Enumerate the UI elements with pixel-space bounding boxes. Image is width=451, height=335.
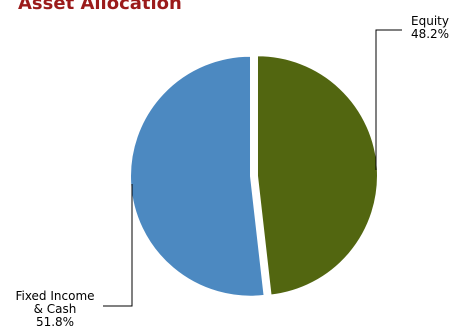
slice-name: Fixed Income xyxy=(15,289,94,303)
pie-slice xyxy=(130,55,265,297)
leader-line xyxy=(375,29,402,170)
pie-slice xyxy=(256,55,378,296)
slice-name: Equity xyxy=(411,14,449,28)
pie-slices xyxy=(130,55,378,297)
leader-lines xyxy=(103,29,402,307)
slice-name: & Cash xyxy=(34,302,77,316)
chart-title: Asset Allocation xyxy=(18,0,182,14)
slice-value: 48.2% xyxy=(411,27,449,41)
leader-line xyxy=(103,184,133,307)
slice-label: Equity 48.2% xyxy=(411,14,449,41)
slice-labels: Equity 48.2% Fixed Income & Cash 51.8% xyxy=(15,14,449,329)
slice-label: Fixed Income & Cash 51.8% xyxy=(15,289,94,329)
slice-value: 51.8% xyxy=(36,315,74,329)
